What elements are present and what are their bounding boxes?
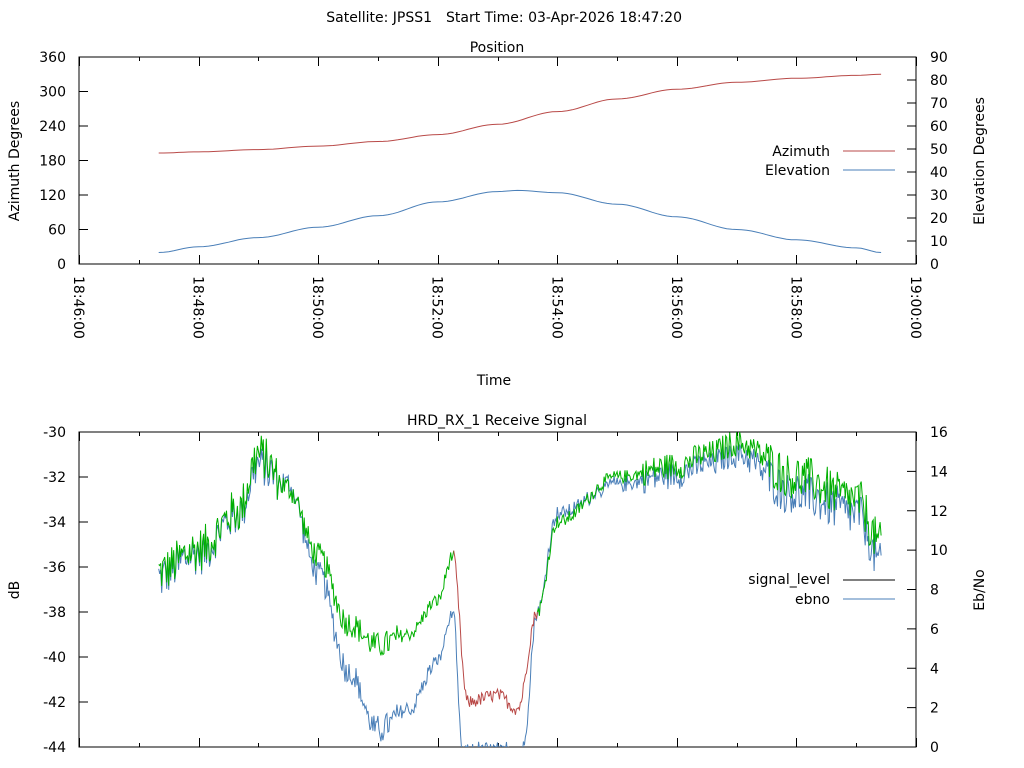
position-x-tick-label: 18:54:00 xyxy=(548,276,564,339)
position-y2-tick-label: 20 xyxy=(930,211,948,227)
position-chart-title: Position xyxy=(470,40,525,56)
position-x-label: Time xyxy=(476,373,511,389)
elevation-line xyxy=(158,189,882,253)
signal-lines xyxy=(158,432,882,747)
header-start-time: Start Time: 03-Apr-2026 18:47:20 xyxy=(446,10,682,26)
position-x-tick-label: 18:56:00 xyxy=(668,276,684,339)
signal-y2-tick-label: 4 xyxy=(930,661,939,677)
position-y2-tick-label: 40 xyxy=(930,165,948,181)
position-y-tick-label: 240 xyxy=(39,119,66,135)
position-y2-label: Elevation Degrees xyxy=(972,97,988,225)
position-y2-tick-label: 90 xyxy=(930,50,948,66)
azimuth-line xyxy=(158,73,882,154)
signal-y2-tick-label: 8 xyxy=(930,583,939,599)
signal-y2-tick-label: 6 xyxy=(930,622,939,638)
position-y2-tick-label: 80 xyxy=(930,73,948,89)
signal-y-tick-label: -32 xyxy=(43,470,66,486)
position-x-tick-label: 18:58:00 xyxy=(787,276,803,339)
signal-y-tick-label: -44 xyxy=(43,740,66,756)
position-y2-tick-label: 10 xyxy=(930,234,948,250)
position-x-tick-label: 18:52:00 xyxy=(429,276,445,339)
position-y-tick-label: 360 xyxy=(39,50,66,66)
signal-y-label: dB xyxy=(7,581,23,600)
position-y-tick-label: 300 xyxy=(39,85,66,101)
position-y-label: Azimuth Degrees xyxy=(7,101,23,221)
position-x-tick-label: 18:50:00 xyxy=(309,276,325,339)
ebno-line xyxy=(158,444,882,747)
legend-ebno-label: ebno xyxy=(795,592,830,608)
position-y2-tick-label: 60 xyxy=(930,119,948,135)
signal-y-tick-label: -30 xyxy=(43,425,66,441)
signal-y2-label: Eb/No xyxy=(972,569,988,611)
position-y-tick-label: 0 xyxy=(57,257,66,273)
signal-y2-tick-label: 10 xyxy=(930,543,948,559)
position-plot: 18:46:00 18:48:00 18:50:00 18:52:00 18:54:00… xyxy=(39,50,948,339)
signal-plot: -44 -42 -40 -38 -36 -34 -32 -30 0 2 4 6 8 10 12 14 16 sig… xyxy=(43,425,948,756)
position-y-tick-label: 180 xyxy=(39,154,66,170)
position-plot-frame xyxy=(78,56,917,265)
signal-y2-tick-label: 2 xyxy=(930,701,939,717)
position-x-tick-label: 18:48:00 xyxy=(190,276,206,339)
position-y2-tick-label: 30 xyxy=(930,188,948,204)
signal-y2-tick-label: 0 xyxy=(930,740,939,756)
position-y2-tick-label: 50 xyxy=(930,142,948,158)
signal-y-tick-label: -34 xyxy=(43,515,66,531)
signal-y2-tick-label: 16 xyxy=(930,425,948,441)
signal-y-tick-label: -40 xyxy=(43,650,66,666)
signal-y2-tick-label: 14 xyxy=(930,464,948,480)
signal-y-tick-label: -38 xyxy=(43,605,66,621)
signal-level-line xyxy=(158,435,455,656)
signal-level-line-low xyxy=(453,550,538,715)
signal-chart-title: HRD_RX_1 Receive Signal xyxy=(407,413,587,429)
position-y2-tick-label: 0 xyxy=(930,257,939,273)
position-x-tick-label: 19:00:00 xyxy=(907,276,923,339)
signal-level-line xyxy=(536,432,882,616)
position-y-tick-label: 120 xyxy=(39,188,66,204)
legend-azimuth-label: Azimuth xyxy=(772,144,830,160)
header-satellite: Satellite: JPSS1 xyxy=(326,10,432,26)
signal-y-tick-label: -42 xyxy=(43,695,66,711)
signal-y-tick-label: -36 xyxy=(43,560,66,576)
position-x-tick-label: 18:46:00 xyxy=(70,276,86,339)
legend-elevation-label: Elevation xyxy=(765,163,830,179)
position-y-tick-label: 60 xyxy=(48,223,66,239)
signal-y2-tick-label: 12 xyxy=(930,504,948,520)
position-y2-tick-label: 70 xyxy=(930,96,948,112)
legend-signal-level-label: signal_level xyxy=(748,572,830,588)
